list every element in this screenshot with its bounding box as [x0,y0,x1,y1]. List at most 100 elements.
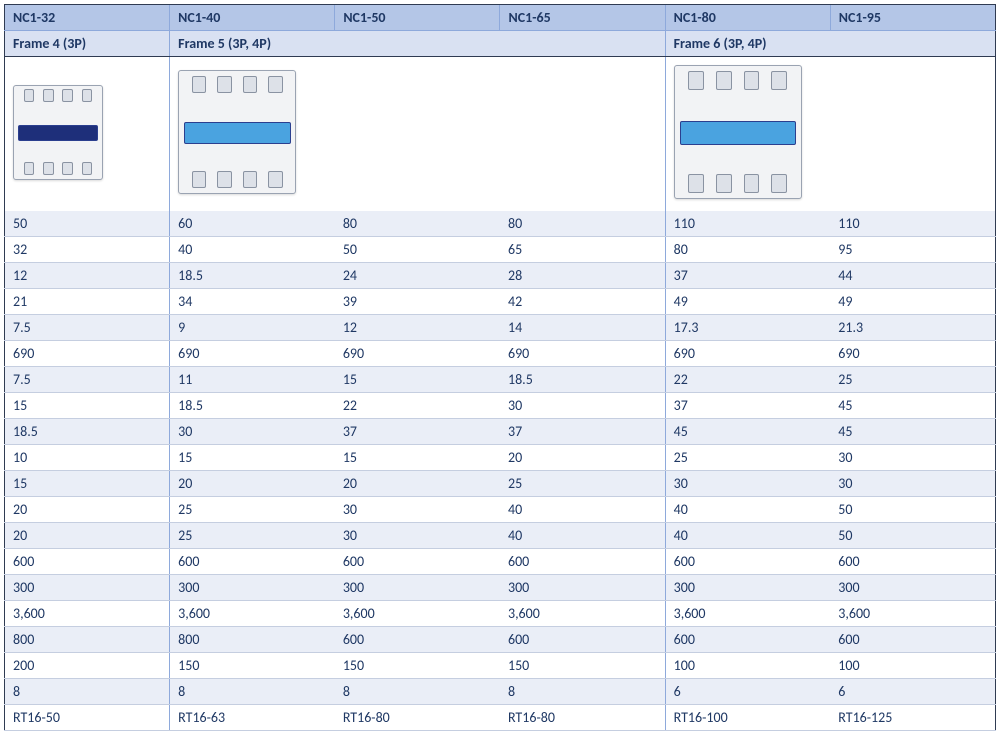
frame-cell: Frame 6 (3P, 4P) [665,31,995,57]
table-row: 101515202530 [5,445,996,471]
image-row [5,57,996,212]
table-cell: 24 [335,263,500,289]
table-cell: 25 [170,523,335,549]
table-cell: 40 [500,523,665,549]
table-cell: 15 [5,471,170,497]
table-cell: 15 [335,445,500,471]
table-cell: 37 [335,419,500,445]
table-cell: 690 [335,341,500,367]
table-cell: 49 [830,289,995,315]
table-cell: 30 [830,471,995,497]
table-cell: 45 [830,419,995,445]
table-cell: 25 [170,497,335,523]
table-cell: 50 [5,211,170,237]
table-row: 200150150150100100 [5,653,996,679]
data-body: 506080801101103240506580951218.524283744… [5,211,996,731]
table-cell: 37 [665,263,830,289]
table-cell: 600 [500,549,665,575]
table-cell: 3,600 [335,601,500,627]
device-image-cell [5,57,170,212]
table-cell: 22 [335,393,500,419]
table-row: 7.59121417.321.3 [5,315,996,341]
device-image-cell [170,57,665,212]
frame-cell: Frame 4 (3P) [5,31,170,57]
table-cell: 8 [170,679,335,705]
table-cell: 9 [170,315,335,341]
table-cell: 800 [170,627,335,653]
table-cell: 100 [665,653,830,679]
table-cell: 6 [830,679,995,705]
table-cell: 110 [830,211,995,237]
table-cell: 7.5 [5,315,170,341]
table-cell: 3,600 [830,601,995,627]
col-header: NC1-32 [5,5,170,31]
table-row: 202530404050 [5,497,996,523]
table-cell: 300 [5,575,170,601]
table-row: 3,6003,6003,6003,6003,6003,600 [5,601,996,627]
table-cell: 44 [830,263,995,289]
table-cell: 18.5 [170,393,335,419]
table-row: 300300300300300300 [5,575,996,601]
table-cell: 20 [335,471,500,497]
table-cell: 21 [5,289,170,315]
table-cell: 300 [830,575,995,601]
table-cell: 60 [170,211,335,237]
table-cell: 30 [335,523,500,549]
table-cell: 12 [335,315,500,341]
table-cell: 150 [170,653,335,679]
col-header: NC1-95 [830,5,995,31]
table-cell: 300 [335,575,500,601]
table-cell: 40 [170,237,335,263]
table-cell: 100 [830,653,995,679]
table-cell: 30 [830,445,995,471]
table-row: 690690690690690690 [5,341,996,367]
model-header-row: NC1-32 NC1-40 NC1-50 NC1-65 NC1-80 NC1-9… [5,5,996,31]
contactor-icon [674,65,802,199]
table-cell: 20 [5,523,170,549]
table-row: 600600600600600600 [5,549,996,575]
table-cell: 25 [830,367,995,393]
table-cell: 25 [500,471,665,497]
table-cell: 45 [665,419,830,445]
table-cell: 600 [5,549,170,575]
table-cell: 690 [830,341,995,367]
table-cell: 690 [170,341,335,367]
table-cell: 18.5 [5,419,170,445]
table-cell: 15 [335,367,500,393]
table-cell: 150 [335,653,500,679]
table-row: 1218.524283744 [5,263,996,289]
table-cell: 150 [500,653,665,679]
table-cell: 80 [665,237,830,263]
table-cell: 600 [170,549,335,575]
col-header: NC1-40 [170,5,335,31]
table-cell: 600 [830,627,995,653]
contactor-icon [13,85,103,180]
table-cell: 40 [665,523,830,549]
table-cell: 18.5 [170,263,335,289]
table-cell: 600 [665,627,830,653]
table-cell: 30 [500,393,665,419]
table-cell: 20 [500,445,665,471]
table-cell: 42 [500,289,665,315]
table-row: 800800600600600600 [5,627,996,653]
table-cell: 20 [170,471,335,497]
table-cell: 6 [665,679,830,705]
frame-cell: Frame 5 (3P, 4P) [170,31,665,57]
table-cell: 15 [170,445,335,471]
table-cell: 3,600 [665,601,830,627]
table-cell: 3,600 [500,601,665,627]
table-cell: 30 [665,471,830,497]
table-cell: 800 [5,627,170,653]
table-cell: 17.3 [665,315,830,341]
table-row: 18.53037374545 [5,419,996,445]
table-cell: 8 [335,679,500,705]
table-cell: 15 [5,393,170,419]
table-row: 213439424949 [5,289,996,315]
table-cell: 3,600 [170,601,335,627]
table-cell: 30 [335,497,500,523]
col-header: NC1-80 [665,5,830,31]
table-cell: 600 [665,549,830,575]
table-cell: 80 [335,211,500,237]
table-cell: 30 [170,419,335,445]
table-cell: 10 [5,445,170,471]
